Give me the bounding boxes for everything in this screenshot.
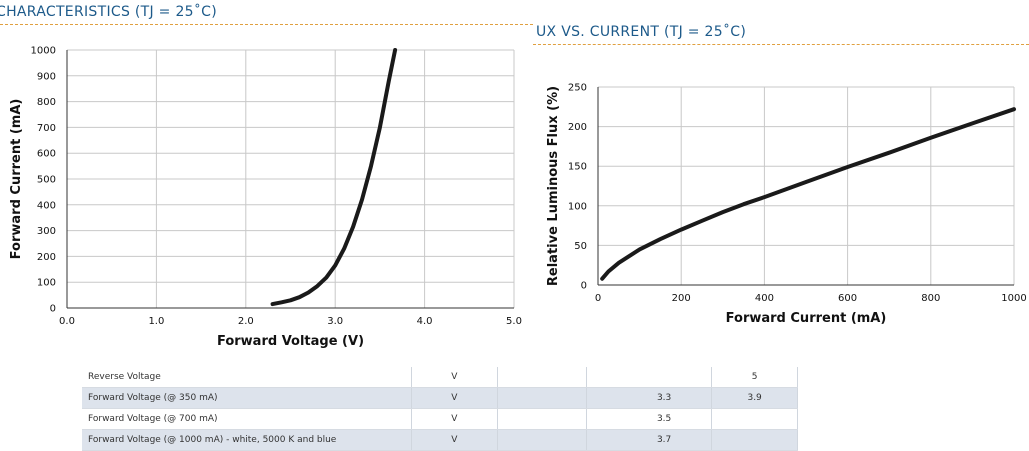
left-section-divider bbox=[0, 24, 533, 25]
max-cell bbox=[711, 429, 798, 451]
iv-y-tick-label: 0 bbox=[50, 304, 56, 315]
flux-y-tick-label: 250 bbox=[568, 83, 587, 94]
iv-x-tick-label: 4.0 bbox=[417, 316, 433, 327]
min-cell bbox=[497, 429, 588, 451]
max-cell bbox=[711, 408, 798, 430]
table-row: Forward Voltage (@ 1000 mA) - white, 500… bbox=[82, 429, 798, 451]
iv-y-axis-label: Forward Current (mA) bbox=[9, 99, 24, 260]
min-cell bbox=[497, 367, 588, 388]
flux-x-tick-label: 1000 bbox=[1001, 293, 1026, 304]
unit-cell: V bbox=[411, 387, 498, 409]
parameter-cell: Forward Voltage (@ 1000 mA) - white, 500… bbox=[82, 429, 412, 451]
specifications-table: Reverse Voltage V 5 Forward Voltage (@ 350 … bbox=[82, 367, 798, 451]
table-row: Forward Voltage (@ 700 mA) V 3.5 bbox=[82, 408, 798, 430]
flux-y-tick-label: 50 bbox=[574, 241, 587, 252]
max-cell: 3.9 bbox=[711, 387, 798, 409]
iv-y-tick-label: 600 bbox=[37, 149, 56, 160]
min-cell bbox=[497, 408, 588, 430]
iv-series-line bbox=[270, 48, 398, 307]
typ-cell: 3.3 bbox=[586, 387, 713, 409]
parameter-cell: Forward Voltage (@ 700 mA) bbox=[82, 408, 412, 430]
iv-y-tick-label: 900 bbox=[37, 71, 56, 82]
flux-x-tick-label: 800 bbox=[921, 293, 940, 304]
flux-y-tick-label: 150 bbox=[568, 162, 587, 173]
unit-cell: V bbox=[411, 429, 498, 451]
flux-y-tick-label: 0 bbox=[581, 281, 587, 292]
iv-y-tick-label: 300 bbox=[37, 226, 56, 237]
flux-y-tick-label: 100 bbox=[568, 201, 587, 212]
iv-x-axis-label: Forward Voltage (V) bbox=[217, 334, 364, 349]
flux-y-axis-label: Relative Luminous Flux (%) bbox=[546, 86, 561, 286]
iv-y-tick-label: 800 bbox=[37, 97, 56, 108]
table-row: Forward Voltage (@ 350 mA) V 3.3 3.9 bbox=[82, 387, 798, 409]
left-section-title: CHARACTERISTICS (TJ = 25˚C) bbox=[0, 4, 218, 20]
forward-current-vs-voltage-chart: 0.0 1.0 2.0 3.0 4.0 5.00100200300400500600700… bbox=[9, 46, 1027, 350]
iv-x-tick-label: 3.0 bbox=[327, 316, 343, 327]
typ-cell: 3.7 bbox=[586, 429, 713, 451]
flux-x-tick-label: 600 bbox=[838, 293, 857, 304]
flux-x-axis-label: Forward Current (mA) bbox=[726, 311, 887, 326]
iv-y-tick-label: 700 bbox=[37, 123, 56, 134]
iv-y-tick-label: 200 bbox=[37, 252, 56, 263]
table-row: Reverse Voltage V 5 bbox=[82, 367, 798, 388]
unit-cell: V bbox=[411, 408, 498, 430]
flux-y-tick-label: 200 bbox=[568, 122, 587, 133]
iv-y-tick-label: 400 bbox=[37, 200, 56, 211]
flux-series-line bbox=[600, 107, 1016, 281]
iv-y-tick-label: 100 bbox=[37, 278, 56, 289]
typ-cell: 3.5 bbox=[586, 408, 713, 430]
parameter-cell: Reverse Voltage bbox=[82, 367, 412, 388]
parameter-cell: Forward Voltage (@ 350 mA) bbox=[82, 387, 412, 409]
right-section-title: UX VS. CURRENT (TJ = 25˚C) bbox=[536, 24, 747, 40]
iv-y-tick-label: 1000 bbox=[31, 46, 56, 57]
iv-x-tick-label: 5.0 bbox=[506, 316, 522, 327]
flux-x-tick-label: 200 bbox=[672, 293, 691, 304]
iv-x-tick-label: 2.0 bbox=[238, 316, 254, 327]
unit-cell: V bbox=[411, 367, 498, 388]
right-section-divider bbox=[533, 44, 1029, 45]
typ-cell bbox=[586, 367, 713, 388]
max-cell: 5 bbox=[711, 367, 798, 388]
iv-x-tick-label: 1.0 bbox=[148, 316, 164, 327]
min-cell bbox=[497, 387, 588, 409]
flux-x-tick-label: 0 bbox=[595, 293, 601, 304]
flux-x-tick-label: 400 bbox=[755, 293, 774, 304]
iv-x-tick-label: 0.0 bbox=[59, 316, 75, 327]
iv-y-tick-label: 500 bbox=[37, 175, 56, 186]
